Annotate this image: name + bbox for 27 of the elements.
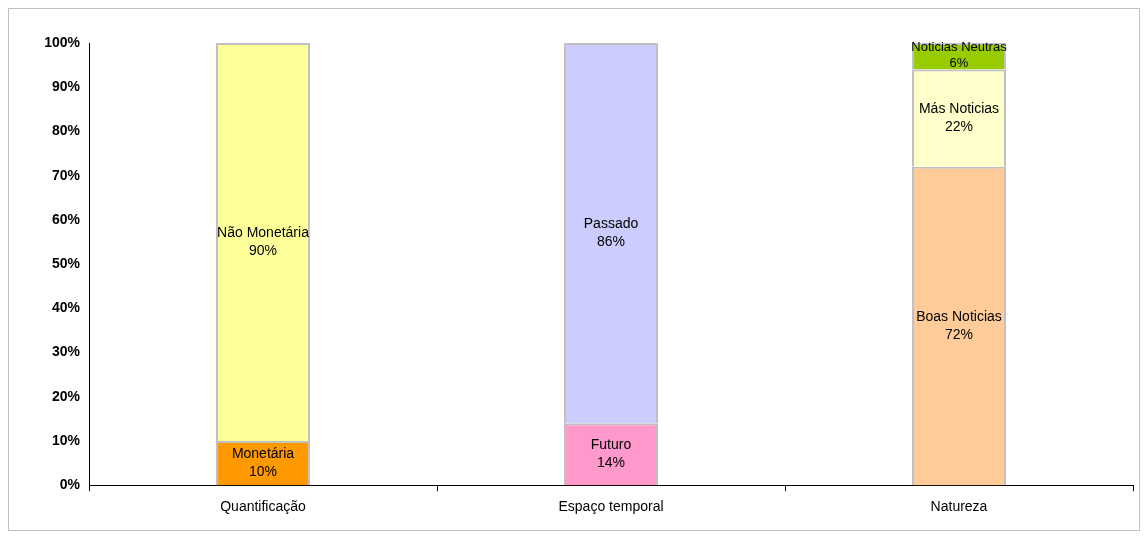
data-label: 86% bbox=[596, 233, 626, 250]
series-label: Futuro bbox=[590, 436, 632, 453]
y-tick-label: 20% bbox=[51, 387, 81, 404]
y-tick-label: 70% bbox=[51, 166, 81, 183]
y-tick-label: 10% bbox=[51, 431, 81, 448]
data-label: 14% bbox=[596, 454, 626, 471]
y-tick-label: 100% bbox=[44, 33, 81, 50]
data-label: 10% bbox=[248, 462, 278, 479]
x-tick-label: Espaço temporal bbox=[558, 498, 664, 515]
series-label: Monetária bbox=[231, 444, 295, 461]
x-tick-label: Quantificação bbox=[220, 498, 307, 515]
data-label: 72% bbox=[944, 325, 974, 342]
x-tick-label: Natureza bbox=[930, 498, 988, 515]
y-tick-label: 50% bbox=[51, 254, 81, 271]
data-label: 22% bbox=[944, 118, 974, 135]
y-tick-label: 80% bbox=[51, 122, 81, 139]
y-tick-label: 0% bbox=[59, 476, 81, 493]
y-tick-label: 40% bbox=[51, 299, 81, 316]
y-tick-label: 90% bbox=[51, 78, 81, 95]
data-label: 6% bbox=[949, 54, 969, 70]
y-tick-label: 60% bbox=[51, 210, 81, 227]
series-label: Passado bbox=[583, 215, 639, 232]
series-label: Boas Noticias bbox=[916, 307, 1002, 324]
data-label: 90% bbox=[248, 241, 278, 258]
series-label: Más Noticias bbox=[918, 100, 1000, 117]
y-tick-label: 30% bbox=[51, 343, 81, 360]
series-label: Não Monetária bbox=[217, 223, 310, 240]
